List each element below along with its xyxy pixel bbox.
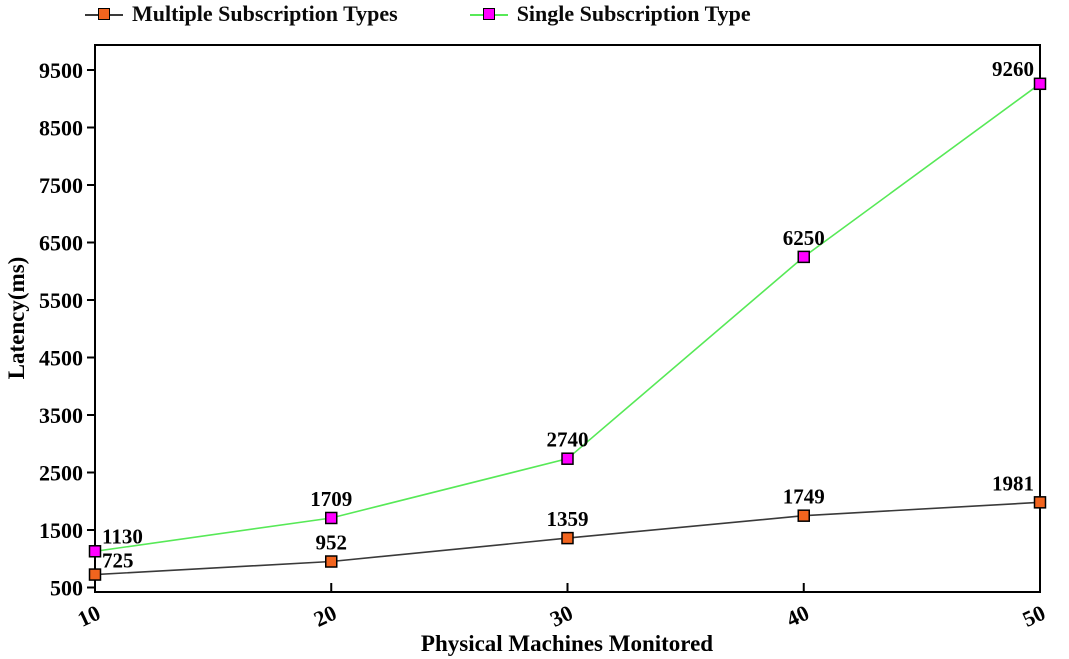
y-axis-tick-label: 6500	[39, 231, 83, 256]
y-axis-tick-label: 1500	[39, 518, 83, 543]
series-line-single	[94, 83, 1041, 553]
data-point-label: 952	[316, 531, 348, 555]
data-point-label: 1981	[992, 471, 1034, 495]
data-point-marker	[561, 531, 574, 545]
data-point-label: 1359	[547, 507, 589, 531]
legend-marker-multiple-icon	[85, 7, 123, 21]
data-point-marker	[325, 511, 338, 525]
y-axis-tick-label: 8500	[39, 116, 83, 141]
x-axis-tick-label: 50	[1019, 600, 1050, 632]
y-axis-tick-label: 9500	[39, 58, 83, 83]
legend-label-single: Single Subscription Type	[516, 1, 751, 26]
data-point-label: 2740	[547, 428, 589, 452]
y-axis-tick-label: 7500	[39, 173, 83, 198]
y-axis-title: Latency(ms)	[4, 257, 29, 380]
legend-item-multiple-subscription-types: Multiple Subscription Types	[85, 1, 398, 27]
y-axis-tick-label: 2500	[39, 461, 83, 486]
y-axis-tick-label: 4500	[39, 346, 83, 371]
y-axis-tick-label: 500	[50, 576, 83, 601]
data-point-marker	[88, 568, 102, 581]
data-point-label: 1130	[102, 524, 143, 548]
legend-label-multiple: Multiple Subscription Types	[132, 1, 398, 26]
data-point-marker	[797, 250, 810, 264]
y-axis-tick-label: 3500	[39, 403, 83, 428]
data-point-marker	[1033, 77, 1047, 91]
data-point-label: 9260	[992, 57, 1034, 81]
data-point-marker	[88, 545, 102, 558]
x-axis-tick-label: 10	[74, 600, 105, 632]
data-point-marker	[561, 452, 574, 465]
data-point-marker	[1033, 496, 1047, 509]
data-point-label: 1709	[310, 487, 352, 511]
plot-area-border	[94, 44, 1041, 593]
legend: Multiple Subscription Types Single Subsc…	[85, 0, 751, 28]
data-point-label: 725	[102, 549, 134, 573]
x-axis-title: Physical Machines Monitored	[421, 631, 713, 656]
x-axis-tick-label: 40	[782, 600, 813, 632]
data-point-label: 6250	[783, 226, 825, 250]
legend-item-single-subscription-type: Single Subscription Type	[469, 1, 751, 27]
data-point-label: 1749	[783, 485, 825, 509]
data-point-marker	[325, 555, 338, 568]
legend-marker-single-icon	[469, 7, 508, 21]
x-axis-tick-label: 30	[546, 600, 577, 632]
y-axis-tick-label: 5500	[39, 288, 83, 313]
data-point-marker	[797, 509, 810, 522]
x-axis-tick-label: 20	[310, 600, 341, 632]
